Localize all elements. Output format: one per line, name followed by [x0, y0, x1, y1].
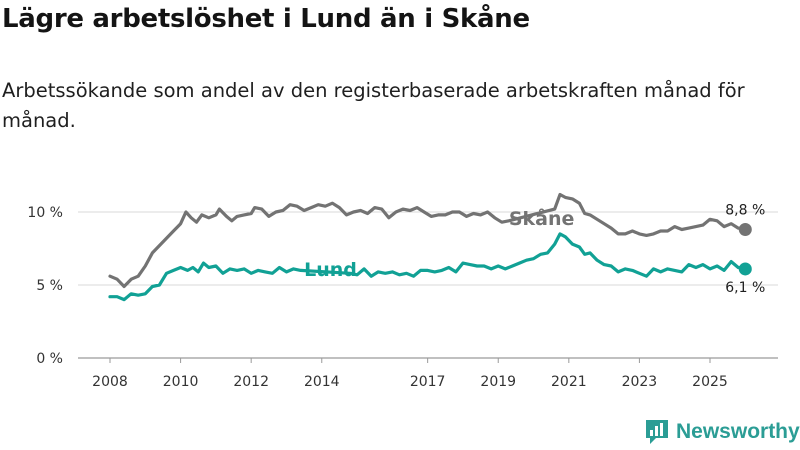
brand-name: Newsworthy — [676, 420, 800, 443]
series-line-skne — [108, 192, 747, 289]
chart-subtitle: Arbetssökande som andel av den registerb… — [2, 79, 745, 132]
x-tick-label: 2014 — [304, 374, 340, 390]
series-labels: 8,8 % 6,1 % Lund Skåne — [304, 203, 765, 296]
x-tick-label: 2012 — [233, 374, 269, 390]
series-lines — [108, 192, 752, 302]
series-label-skne: Skåne — [509, 206, 575, 230]
x-tick-label: 2019 — [480, 374, 516, 390]
series-label-lund: Lund — [304, 259, 357, 281]
grid-lines — [78, 211, 778, 359]
x-tick-label: 2010 — [163, 374, 199, 390]
x-tick-label: 2025 — [692, 374, 728, 390]
y-tick-label: 10 % — [27, 205, 63, 221]
series-end-value-lund: 6,1 % — [725, 280, 765, 296]
chart-title: Lägre arbetslöshet i Lund än i Skåne — [2, 4, 530, 34]
newsworthy-brand: Newsworthy — [644, 418, 800, 446]
y-tick-label: 5 % — [36, 278, 63, 294]
y-tick-label: 0 % — [36, 351, 63, 367]
series-end-point-skne — [738, 223, 752, 237]
x-tick-label: 2017 — [410, 374, 446, 390]
x-tick-label: 2008 — [92, 374, 128, 390]
series-line-lund — [108, 232, 747, 302]
x-tick-label: 2021 — [551, 374, 587, 390]
series-end-value-skne: 8,8 % — [725, 203, 765, 219]
series-end-point-lund — [738, 262, 752, 276]
axes: 0 % 5 % 10 % 2008 2010 2012 2014 2017 2019 2021 20… — [27, 205, 727, 390]
newsworthy-logo-icon — [646, 420, 668, 444]
x-tick-label: 2023 — [622, 374, 658, 390]
